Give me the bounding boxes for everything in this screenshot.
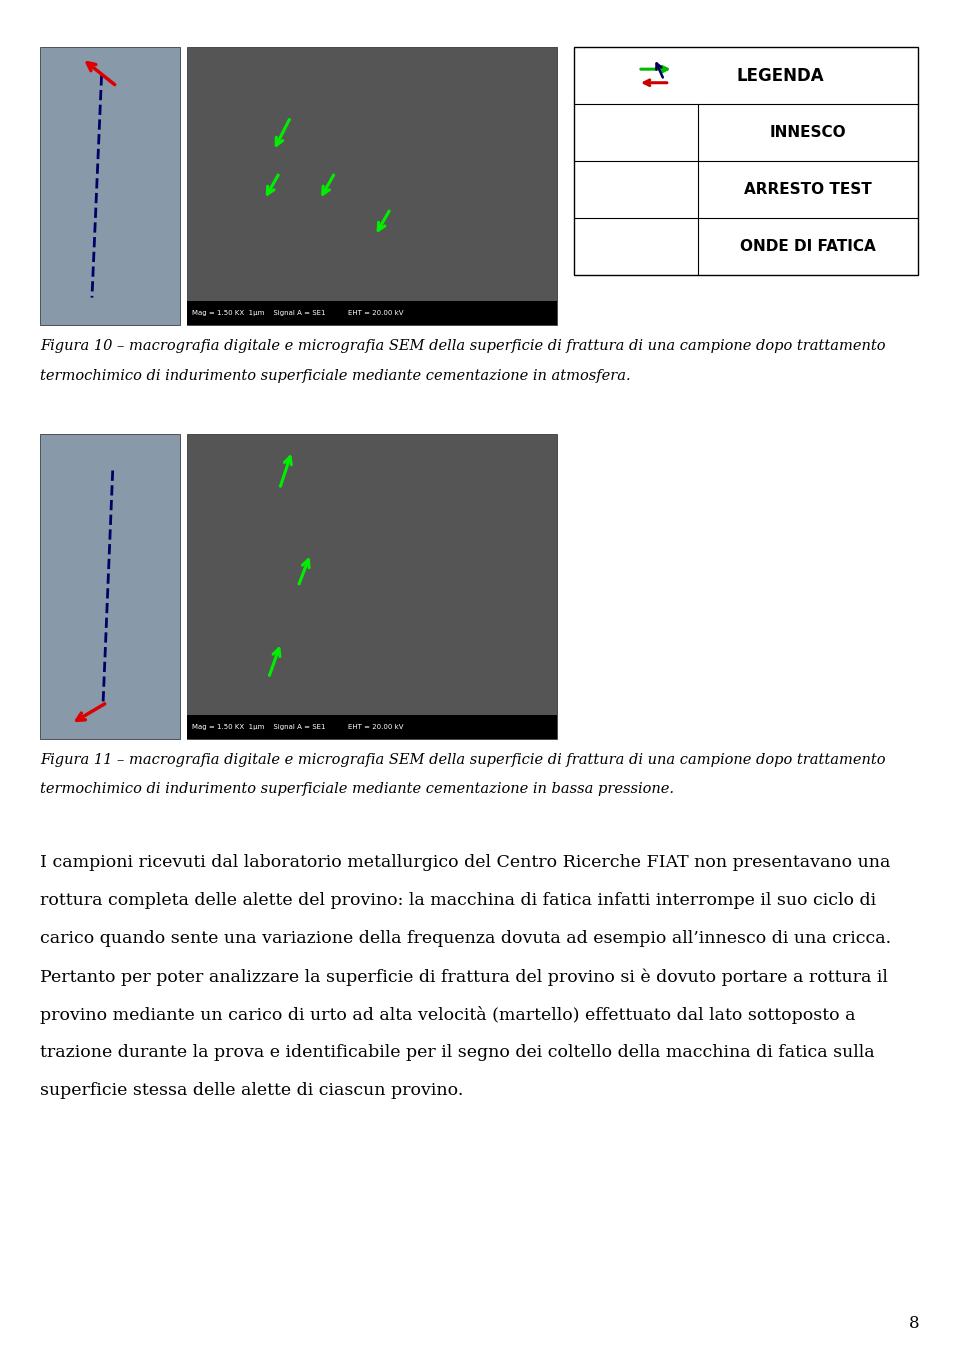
Bar bbox=[40, 434, 180, 739]
Text: termochimico di indurimento superficiale mediante cementazione in atmosfera.: termochimico di indurimento superficiale… bbox=[40, 369, 631, 382]
Bar bbox=[187, 715, 557, 739]
Text: 8: 8 bbox=[909, 1314, 920, 1332]
Text: provino mediante un carico di urto ad alta velocità (martello) effettuato dal la: provino mediante un carico di urto ad al… bbox=[40, 1006, 855, 1024]
Bar bbox=[187, 301, 557, 325]
Text: Pertanto per poter analizzare la superficie di frattura del provino si è dovuto : Pertanto per poter analizzare la superfi… bbox=[40, 968, 888, 986]
Bar bbox=[574, 47, 918, 275]
Text: termochimico di indurimento superficiale mediante cementazione in bassa pression: termochimico di indurimento superficiale… bbox=[40, 782, 674, 796]
Text: trazione durante la prova e identificabile per il segno dei coltello della macch: trazione durante la prova e identificabi… bbox=[40, 1044, 875, 1062]
Bar bbox=[40, 47, 180, 325]
Text: LEGENDA: LEGENDA bbox=[736, 66, 824, 85]
Text: Figura 10 – macrografia digitale e micrografia SEM della superficie di frattura : Figura 10 – macrografia digitale e micro… bbox=[40, 339, 886, 353]
Text: superficie stessa delle alette di ciascun provino.: superficie stessa delle alette di ciascu… bbox=[40, 1082, 464, 1100]
Text: I campioni ricevuti dal laboratorio metallurgico del Centro Ricerche FIAT non pr: I campioni ricevuti dal laboratorio meta… bbox=[40, 854, 891, 872]
Text: Mag = 1.50 KX  1μm    Signal A = SE1          EHT = 20.00 kV: Mag = 1.50 KX 1μm Signal A = SE1 EHT = 2… bbox=[192, 311, 403, 316]
Text: carico quando sente una variazione della frequenza dovuta ad esempio all’innesco: carico quando sente una variazione della… bbox=[40, 930, 892, 948]
Text: INNESCO: INNESCO bbox=[770, 126, 846, 141]
Bar bbox=[187, 434, 557, 739]
Text: ONDE DI FATICA: ONDE DI FATICA bbox=[740, 240, 876, 255]
Text: Mag = 1.50 KX  1μm    Signal A = SE1          EHT = 20.00 kV: Mag = 1.50 KX 1μm Signal A = SE1 EHT = 2… bbox=[192, 724, 403, 730]
Text: Figura 11 – macrografia digitale e micrografia SEM della superficie di frattura : Figura 11 – macrografia digitale e micro… bbox=[40, 753, 886, 766]
Text: rottura completa delle alette del provino: la macchina di fatica infatti interro: rottura completa delle alette del provin… bbox=[40, 892, 876, 910]
Bar bbox=[187, 47, 557, 325]
Text: ARRESTO TEST: ARRESTO TEST bbox=[744, 183, 872, 198]
